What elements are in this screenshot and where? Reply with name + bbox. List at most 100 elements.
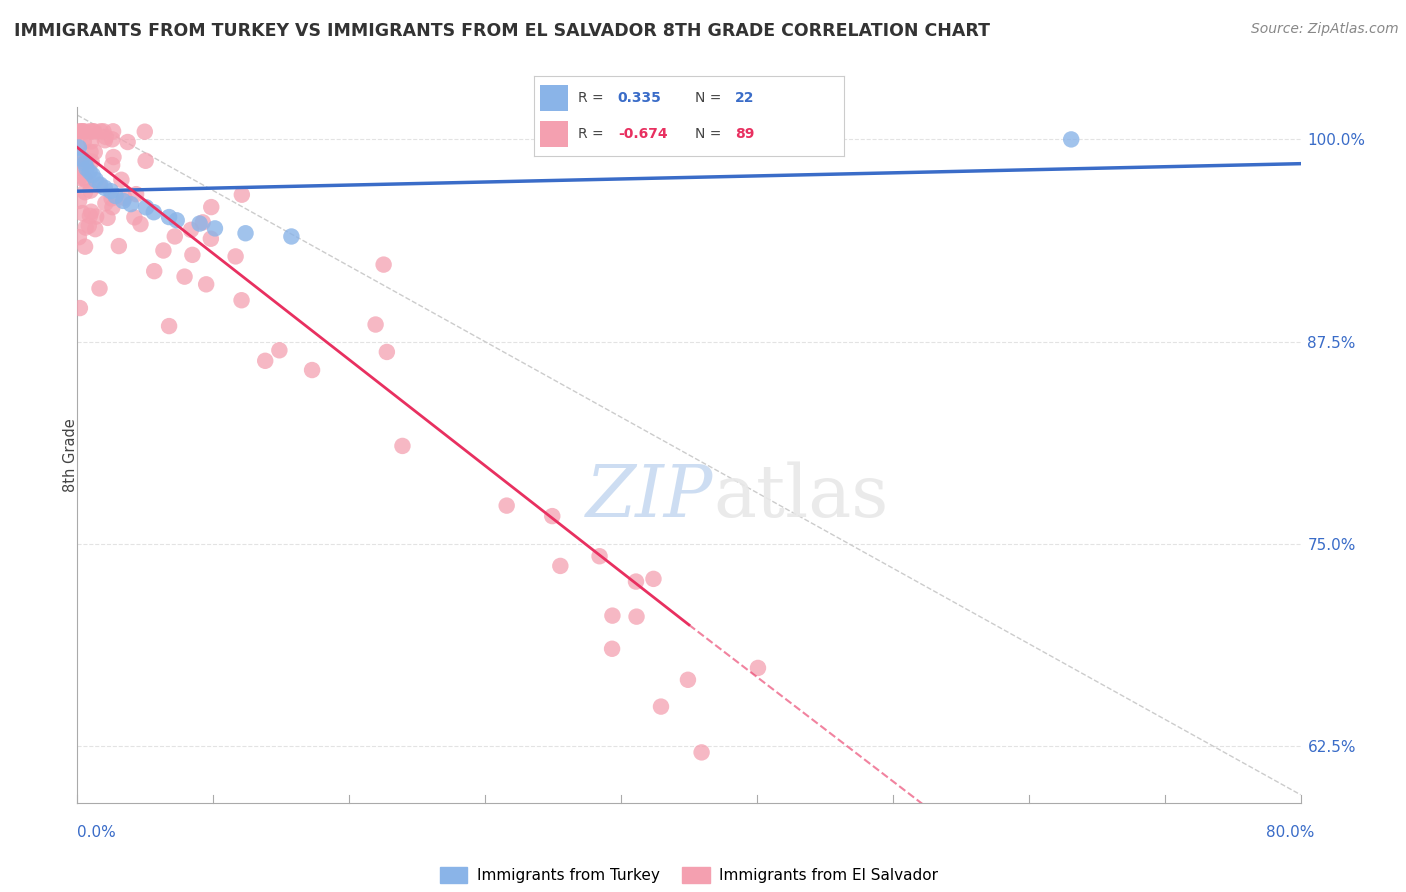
Point	[70, 124, 93, 138]
Point	[180, 223, 202, 237]
Point	[70, 152, 93, 166]
Point	[79, 145, 101, 159]
Point	[643, 572, 665, 586]
Text: 80.0%: 80.0%	[1267, 825, 1315, 840]
Point	[181, 248, 204, 262]
Point	[195, 277, 218, 292]
Point	[588, 549, 610, 564]
Point	[89, 281, 111, 295]
Point	[373, 258, 395, 272]
Point	[650, 699, 672, 714]
Point	[69, 124, 91, 138]
Point	[135, 153, 157, 168]
Text: 22: 22	[735, 91, 755, 105]
Point	[67, 194, 90, 208]
Text: N =: N =	[695, 91, 725, 105]
Point	[110, 173, 132, 187]
Point	[75, 240, 97, 254]
Text: R =: R =	[578, 127, 607, 141]
Point	[235, 226, 257, 240]
Point	[104, 189, 127, 203]
Point	[97, 211, 120, 225]
Point	[83, 124, 105, 138]
Point	[135, 200, 157, 214]
Bar	[540, 85, 568, 112]
Point	[129, 217, 152, 231]
Point	[225, 249, 247, 263]
Point	[495, 499, 517, 513]
Point	[75, 154, 97, 169]
Point	[142, 205, 165, 219]
Point	[101, 124, 124, 138]
Point	[152, 244, 174, 258]
Point	[73, 156, 96, 170]
Point	[89, 178, 111, 192]
Point	[87, 178, 110, 193]
Point	[204, 221, 226, 235]
Point	[67, 140, 90, 154]
Point	[550, 558, 572, 573]
Point	[94, 181, 117, 195]
Point	[93, 124, 115, 138]
Point	[94, 133, 117, 147]
Point	[364, 318, 387, 332]
Point	[67, 151, 90, 165]
Point	[117, 135, 139, 149]
Point	[269, 343, 291, 358]
Point	[375, 345, 398, 359]
Point	[602, 608, 624, 623]
Point	[600, 641, 623, 656]
Point	[676, 673, 699, 687]
Point	[624, 574, 647, 589]
Text: N =: N =	[695, 127, 725, 141]
Point	[75, 173, 97, 187]
Text: R =: R =	[578, 91, 607, 105]
Text: IMMIGRANTS FROM TURKEY VS IMMIGRANTS FROM EL SALVADOR 8TH GRADE CORRELATION CHAR: IMMIGRANTS FROM TURKEY VS IMMIGRANTS FRO…	[14, 22, 990, 40]
Point	[125, 187, 148, 202]
Point	[70, 161, 93, 176]
Y-axis label: 8th Grade: 8th Grade	[63, 418, 77, 491]
Text: 0.335: 0.335	[617, 91, 662, 105]
Point	[143, 264, 166, 278]
Point	[191, 215, 214, 229]
Point	[690, 745, 713, 759]
Point	[73, 171, 96, 186]
Point	[67, 230, 90, 244]
Point	[83, 145, 105, 160]
Point	[79, 184, 101, 198]
Point	[157, 210, 180, 224]
Point	[79, 165, 101, 179]
Point	[101, 200, 124, 214]
Text: Source: ZipAtlas.com: Source: ZipAtlas.com	[1251, 22, 1399, 37]
Point	[73, 124, 96, 138]
Point	[84, 222, 107, 236]
Point	[101, 158, 124, 172]
Point	[231, 293, 253, 308]
Point	[103, 150, 125, 164]
Point	[80, 135, 103, 149]
Point	[188, 217, 211, 231]
Bar	[540, 120, 568, 147]
Point	[94, 196, 117, 211]
Point	[108, 239, 131, 253]
Point	[100, 184, 122, 198]
Legend: Immigrants from Turkey, Immigrants from El Salvador: Immigrants from Turkey, Immigrants from …	[434, 861, 943, 889]
Point	[124, 211, 146, 225]
Text: 0.0%: 0.0%	[77, 825, 117, 840]
Point	[75, 155, 97, 169]
Point	[84, 173, 107, 187]
Point	[77, 219, 100, 233]
Point	[173, 269, 195, 284]
Point	[90, 124, 112, 138]
Text: ZIP: ZIP	[586, 461, 713, 532]
Point	[301, 363, 323, 377]
Point	[112, 194, 135, 208]
Point	[80, 204, 103, 219]
Point	[200, 232, 222, 246]
Point	[101, 132, 124, 146]
Point	[231, 187, 253, 202]
Point	[541, 509, 564, 524]
Point	[626, 609, 648, 624]
Point	[73, 135, 96, 149]
Point	[75, 220, 97, 235]
